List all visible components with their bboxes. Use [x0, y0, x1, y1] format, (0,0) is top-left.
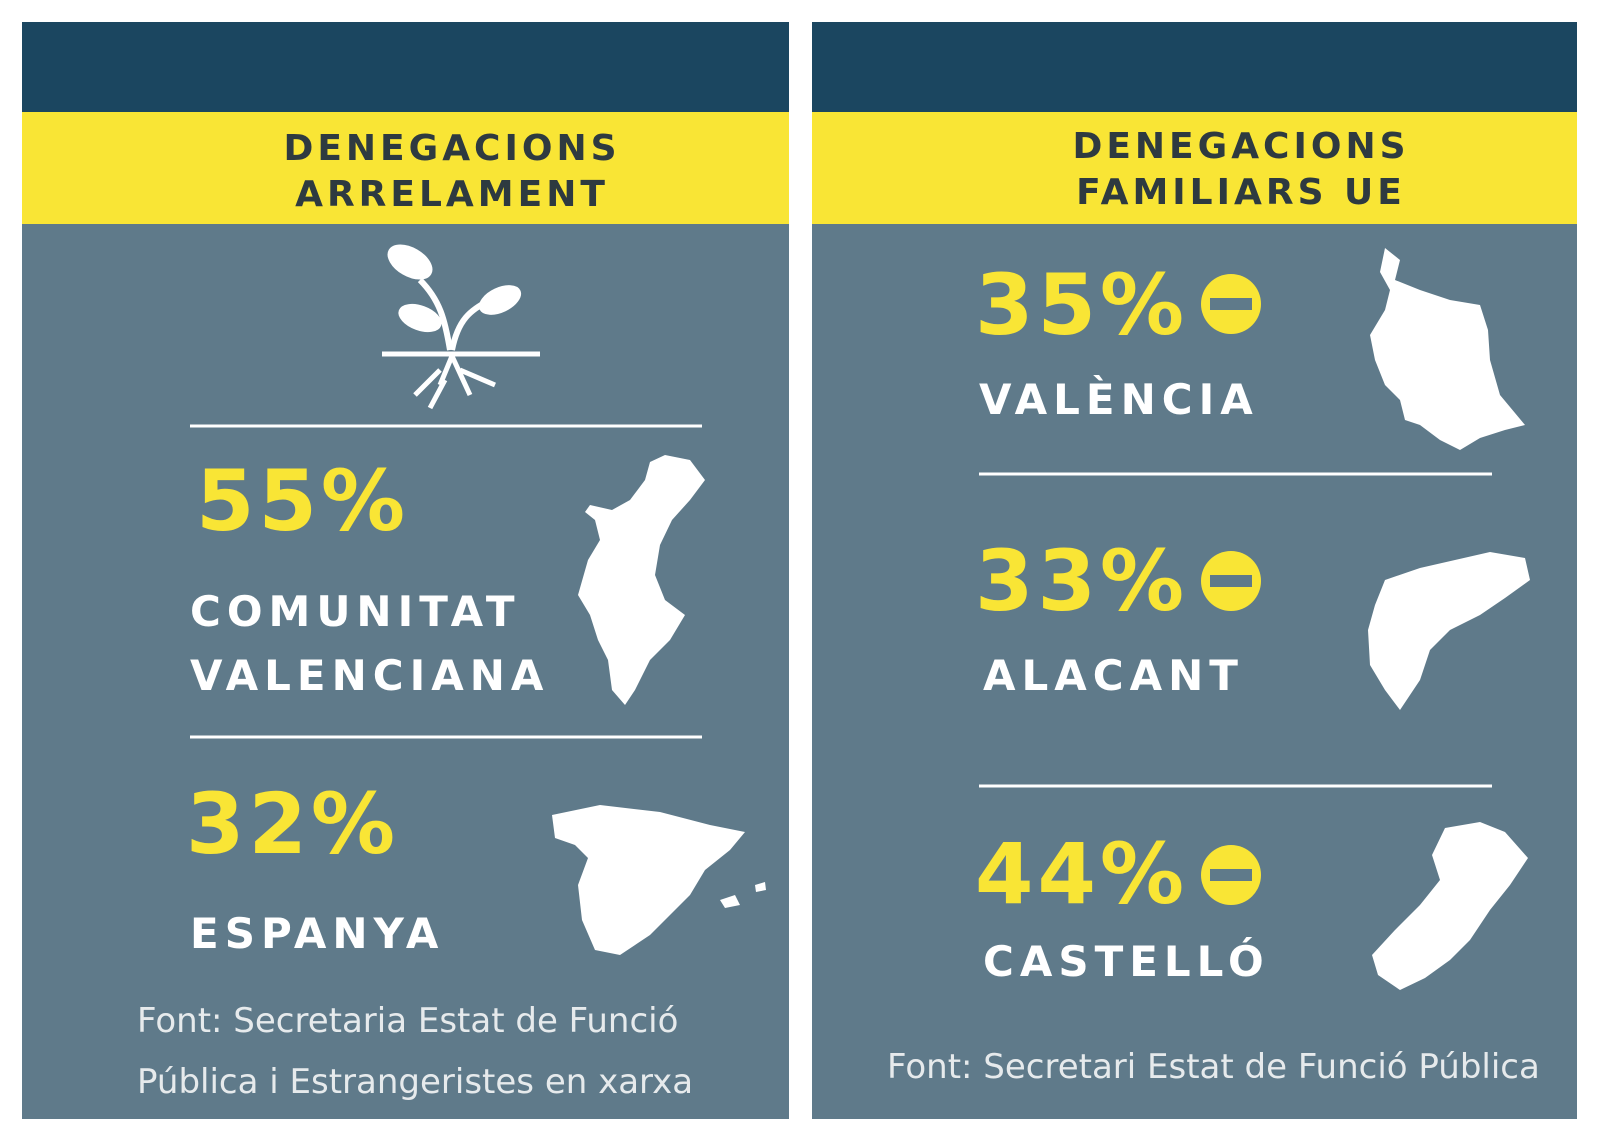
map-comunitat-valenciana	[578, 455, 705, 705]
stat-value: 32%	[186, 775, 399, 873]
map-castello	[1372, 822, 1528, 990]
map-alacant	[1368, 552, 1530, 710]
plant-icon	[382, 244, 540, 410]
map-espanya	[552, 805, 766, 955]
source-note: Font: Secretaria Estat de Funció	[137, 1001, 678, 1041]
stat-label: ALACANT	[983, 651, 1244, 700]
header-band	[812, 22, 1577, 112]
panel-title: ARRELAMENT	[295, 174, 609, 215]
stat-label: VALÈNCIA	[979, 374, 1259, 424]
stat-label: ESPANYA	[190, 909, 444, 958]
stat-value: 55%	[196, 452, 409, 550]
stat-value: 44%	[975, 825, 1188, 923]
minus-icon	[1201, 551, 1261, 611]
stat-label: VALENCIANA	[190, 651, 549, 700]
minus-icon	[1201, 845, 1261, 905]
panel-title: FAMILIARS UE	[1076, 172, 1406, 213]
minus-icon	[1201, 274, 1261, 334]
panel-title: DENEGACIONS	[1072, 126, 1409, 167]
source-note: Pública i Estrangeristes en xarxa	[137, 1062, 693, 1102]
panel-title: DENEGACIONS	[283, 128, 620, 169]
stat-value: 33%	[975, 532, 1188, 630]
stat-label: CASTELLÓ	[983, 936, 1270, 986]
title-band	[812, 112, 1577, 224]
title-band	[22, 112, 789, 224]
map-valencia	[1370, 248, 1525, 450]
header-band	[22, 22, 789, 112]
stat-label: COMUNITAT	[190, 587, 521, 636]
stat-value: 35%	[975, 256, 1188, 354]
source-note: Font: Secretari Estat de Funció Pública	[887, 1047, 1540, 1087]
